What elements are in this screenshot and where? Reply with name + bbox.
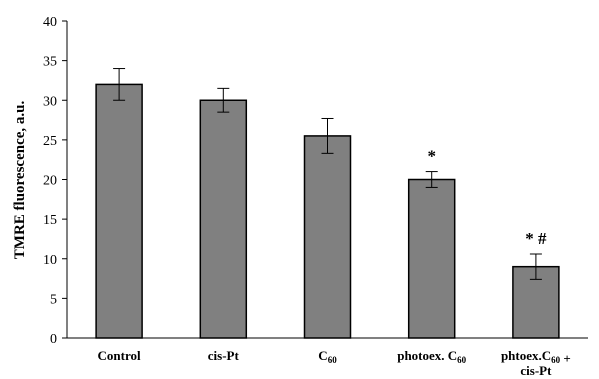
y-tick-label: 40	[43, 15, 57, 30]
y-tick-label: 25	[43, 134, 57, 149]
category-label: Control	[98, 348, 141, 363]
bars	[95, 83, 560, 339]
y-tick-label: 30	[43, 94, 57, 109]
category-label: photoex. C60	[397, 348, 466, 365]
error-bars	[113, 68, 542, 280]
bar	[303, 135, 352, 339]
category-label: C60	[318, 348, 337, 365]
significance-annotations: * * #	[427, 147, 547, 248]
significance-marker: *	[427, 147, 436, 166]
bar	[95, 83, 143, 339]
y-axis-label: TMRE fluorescence, a.u.	[12, 101, 28, 260]
bar	[407, 178, 456, 339]
y-tick-label: 35	[43, 55, 57, 70]
y-tick-label: 5	[50, 292, 57, 307]
category-label: cis-Pt	[520, 363, 552, 378]
y-tick-label: 0	[50, 332, 57, 347]
y-tick-label: 20	[43, 174, 57, 189]
category-label: cis-Pt	[208, 348, 240, 363]
significance-marker: * #	[525, 229, 547, 248]
y-tick-label: 10	[43, 253, 57, 268]
y-ticks: 0 5 10 15 20 25 30 35 40	[43, 15, 67, 347]
category-label: phtoex.C60 +	[501, 348, 571, 366]
category-labels: Control cis-Pt C60 photoex. C60 phtoex.C60 +…	[98, 348, 571, 378]
y-tick-label: 15	[43, 213, 57, 228]
bar	[199, 99, 248, 339]
